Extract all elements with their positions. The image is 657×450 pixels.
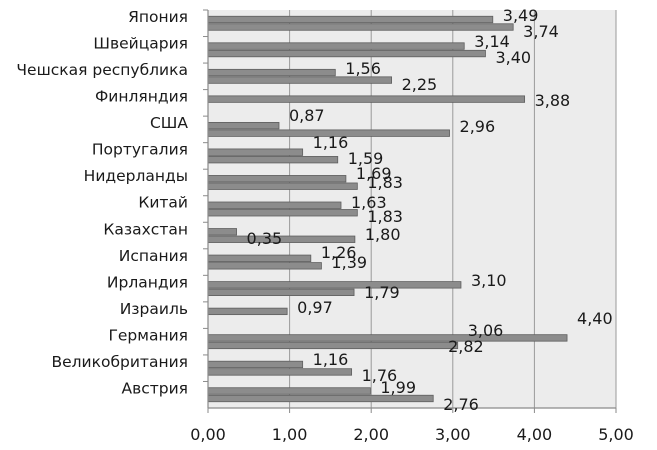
bar (207, 254, 312, 262)
bar (207, 281, 462, 289)
bar (207, 23, 514, 31)
data-label: 3,40 (495, 48, 531, 67)
data-label: 3,74 (523, 22, 559, 41)
bar (207, 360, 304, 369)
x-tick-label: 1,00 (272, 425, 308, 444)
data-label: 1,16 (313, 350, 349, 369)
data-label: 3,49 (503, 6, 539, 25)
category-labels: Япония Швейцария Чешская республика Финлянд… (16, 8, 188, 397)
data-label: 2,96 (460, 117, 496, 136)
bar (207, 387, 371, 395)
data-label: 3,06 (468, 321, 504, 340)
data-label: 1,69 (356, 164, 392, 183)
data-label: 0,97 (297, 298, 333, 317)
data-label: 2,82 (448, 337, 484, 356)
x-tick-label: 0,00 (190, 425, 226, 444)
data-label: 3,88 (535, 91, 571, 110)
bar (207, 68, 336, 77)
data-label: 2,76 (443, 395, 479, 414)
data-label: 0,87 (289, 106, 325, 125)
bar (207, 49, 486, 58)
data-label: 1,56 (345, 59, 381, 78)
data-labels: 3,493,74 3,143,40 1,56 2,25 3,88 0,87 2,96 1,16… (247, 6, 613, 414)
category-label: Ирландия (107, 273, 188, 291)
data-label: 1,83 (367, 207, 403, 226)
plot-area (208, 10, 616, 408)
bar (207, 368, 353, 376)
category-label: Австрия (121, 379, 188, 397)
x-tick-label: 2,00 (353, 425, 389, 444)
bar (207, 122, 280, 130)
category-label: Испания (119, 247, 188, 265)
category-label: Израиль (120, 300, 188, 318)
bar (207, 228, 237, 236)
x-axis-tick-labels: 0,00 1,00 2,00 3,00 4,00 5,00 (190, 425, 634, 444)
x-tick-label: 5,00 (598, 425, 634, 444)
data-label: 1,59 (348, 149, 384, 168)
data-label: 1,39 (331, 253, 367, 272)
data-label: 4,40 (577, 309, 613, 328)
bar (207, 288, 355, 297)
data-label: 1,16 (313, 133, 349, 152)
data-label: 0,35 (247, 229, 283, 248)
data-label: 1,99 (380, 378, 416, 397)
bar (207, 156, 339, 164)
x-tick-label: 4,00 (517, 425, 553, 444)
bar (207, 262, 322, 270)
bar (207, 175, 347, 183)
bar (207, 334, 568, 342)
data-label: 2,25 (402, 75, 438, 94)
bar (207, 148, 304, 156)
category-label: Финляндия (95, 88, 188, 106)
category-label: Великобритания (51, 353, 188, 371)
axes (203, 9, 617, 413)
category-label: Нидерланды (84, 167, 188, 185)
data-label: 1,83 (367, 173, 403, 192)
bar (207, 15, 494, 24)
category-label: Китай (138, 194, 188, 212)
data-label: 1,79 (364, 283, 400, 302)
category-label: Япония (128, 8, 188, 26)
category-label: Казахстан (103, 220, 188, 238)
data-label: 3,14 (474, 32, 510, 51)
bar (207, 307, 288, 316)
bar (207, 341, 459, 350)
category-label: Чешская республика (16, 61, 188, 79)
data-label: 1,80 (365, 225, 401, 244)
bar (207, 42, 465, 50)
data-label: 3,10 (471, 271, 507, 290)
bars (207, 15, 568, 403)
bar (207, 182, 358, 190)
data-label: 1,76 (362, 366, 398, 385)
category-label: Португалия (92, 141, 188, 159)
data-label: 1,26 (321, 243, 357, 262)
bar (207, 95, 526, 103)
category-label: США (150, 114, 188, 132)
bar (207, 201, 342, 209)
category-label: Германия (108, 326, 188, 344)
bar (207, 209, 358, 217)
category-label: Швейцария (93, 35, 188, 53)
data-label: 1,63 (351, 193, 387, 212)
x-tick-label: 3,00 (435, 425, 471, 444)
gridlines (289, 10, 617, 408)
